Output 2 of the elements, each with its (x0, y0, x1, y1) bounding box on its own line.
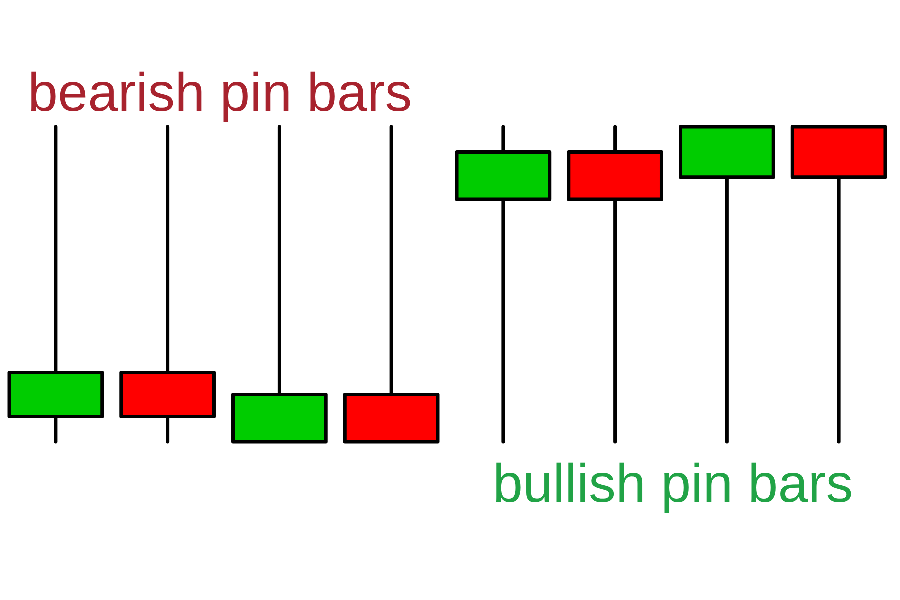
text: bearish pin bars (28, 63, 412, 123)
text: bullish pin bars (493, 454, 854, 514)
